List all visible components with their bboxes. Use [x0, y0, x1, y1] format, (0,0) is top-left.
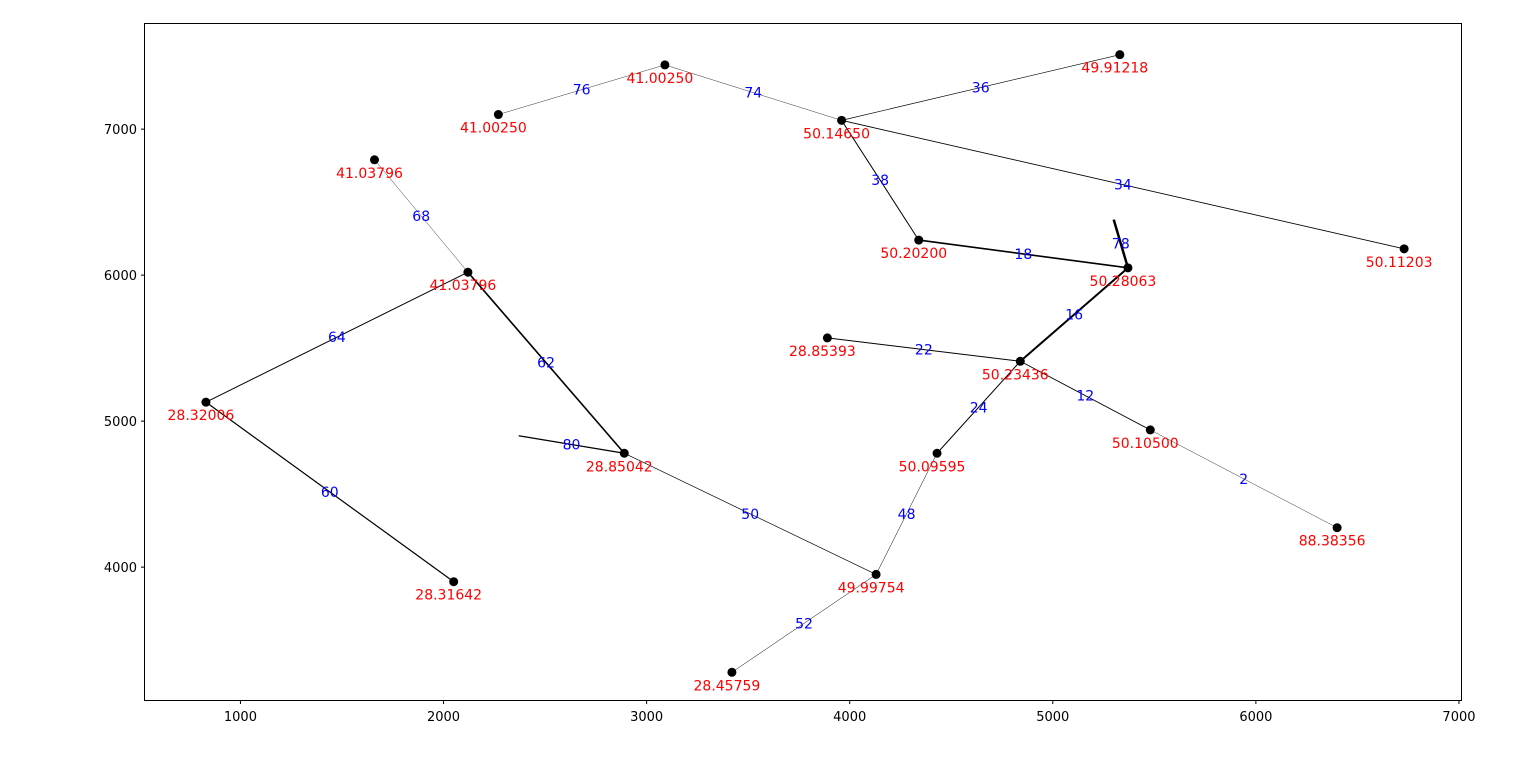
node-point	[1123, 263, 1133, 273]
node-label: 28.31642	[415, 588, 482, 604]
node-label: 49.91218	[1081, 61, 1148, 77]
edge-line	[841, 54, 1120, 121]
node-label: 49.99754	[838, 580, 905, 596]
node-label: 50.23436	[982, 367, 1049, 383]
edge-line	[467, 271, 625, 454]
edge-label: 22	[915, 343, 933, 359]
edge-line	[827, 337, 1021, 362]
x-tick-label: 4000	[833, 710, 866, 725]
edge-line	[918, 239, 1129, 269]
x-tick-label: 1000	[224, 710, 257, 725]
edge-label: 36	[972, 81, 990, 97]
node-label: 28.45759	[694, 678, 761, 694]
node-point	[1145, 425, 1155, 435]
node-label: 28.32006	[168, 408, 235, 424]
node-label: 41.03796	[336, 166, 403, 182]
node-label: 50.09595	[899, 459, 966, 475]
node-point	[1115, 50, 1125, 60]
node-point	[201, 397, 211, 407]
edge-line	[1019, 267, 1129, 363]
node-point	[837, 115, 847, 125]
node-point	[871, 569, 881, 579]
edge-stub-line	[1112, 219, 1130, 269]
y-tick-label: 7000	[104, 123, 137, 138]
edge-label: 74	[744, 86, 762, 102]
edge-label: 60	[321, 485, 339, 501]
node-label: 50.11203	[1366, 255, 1433, 271]
node-label: 50.28063	[1090, 274, 1157, 290]
edge-label: 18	[1014, 247, 1032, 263]
node-label: 28.85042	[586, 459, 653, 475]
plot-frame	[144, 23, 1462, 701]
edge-line	[841, 120, 920, 241]
edge-label: 76	[573, 83, 591, 99]
node-point	[914, 235, 924, 245]
axes-layer: 1000 2000 3000 4000 5000 6000 7000 4000 5000 6000…	[104, 123, 1476, 725]
node-label: 41.00250	[460, 121, 527, 137]
node-point	[822, 333, 832, 343]
edge-label: 16	[1065, 308, 1083, 324]
node-point	[619, 448, 629, 458]
edge-line	[205, 401, 455, 583]
edge-line	[498, 64, 665, 115]
edge-line	[1020, 360, 1151, 431]
edge-line	[624, 452, 877, 575]
x-tick-label: 5000	[1036, 710, 1069, 725]
y-tick-label: 4000	[104, 561, 137, 576]
x-tick-label: 2000	[427, 710, 460, 725]
node-point	[1399, 244, 1409, 254]
node-point	[1015, 356, 1025, 366]
node-label: 41.03796	[430, 278, 497, 294]
node-label: 50.10500	[1112, 436, 1179, 452]
y-tick-label: 5000	[104, 415, 137, 430]
edge-label: 38	[871, 173, 889, 189]
edge-line	[664, 64, 842, 121]
edge-line	[374, 159, 469, 273]
node-point	[449, 577, 459, 587]
edge-label: 2	[1239, 472, 1248, 488]
edge-line	[936, 360, 1021, 454]
edge-line	[205, 271, 469, 403]
edge-line	[841, 119, 1405, 250]
edge-label: 64	[328, 330, 346, 346]
node-label: 88.38356	[1299, 534, 1366, 550]
x-tick-label: 7000	[1442, 710, 1475, 725]
node-label: 41.00250	[626, 71, 693, 87]
edge-label: 34	[1114, 178, 1132, 194]
node-point	[493, 110, 503, 120]
node-point	[369, 155, 379, 165]
edge-label: 50	[741, 507, 759, 523]
x-tick-label: 3000	[630, 710, 663, 725]
node-point	[1332, 523, 1342, 533]
node-label: 28.85393	[789, 344, 856, 360]
node-point	[660, 60, 670, 70]
edge-label: 78	[1112, 237, 1130, 253]
node-point	[463, 267, 473, 277]
labels-layer: 64 60 68 62 50 76 74 36 34 38 18 16 22 12 2 24 48 52 80 78 2…	[168, 61, 1433, 695]
edge-label: 24	[970, 400, 988, 416]
edge-label: 80	[563, 437, 581, 453]
node-label: 50.20200	[880, 246, 947, 262]
edge-label: 12	[1076, 389, 1094, 405]
edge-line	[875, 453, 938, 575]
nodes-layer	[201, 50, 1409, 677]
edge-label: 68	[412, 209, 430, 225]
edge-line	[1150, 429, 1338, 528]
edges-layer	[205, 54, 1405, 673]
node-label: 50.14650	[803, 126, 870, 142]
edge-line	[731, 574, 877, 673]
node-point	[932, 448, 942, 458]
edge-label: 48	[898, 507, 916, 523]
y-tick-label: 6000	[104, 269, 137, 284]
edge-label: 62	[537, 356, 555, 372]
node-point	[727, 667, 737, 677]
x-tick-label: 6000	[1239, 710, 1272, 725]
edge-label: 52	[795, 616, 813, 632]
edge-stub-line	[518, 435, 625, 454]
